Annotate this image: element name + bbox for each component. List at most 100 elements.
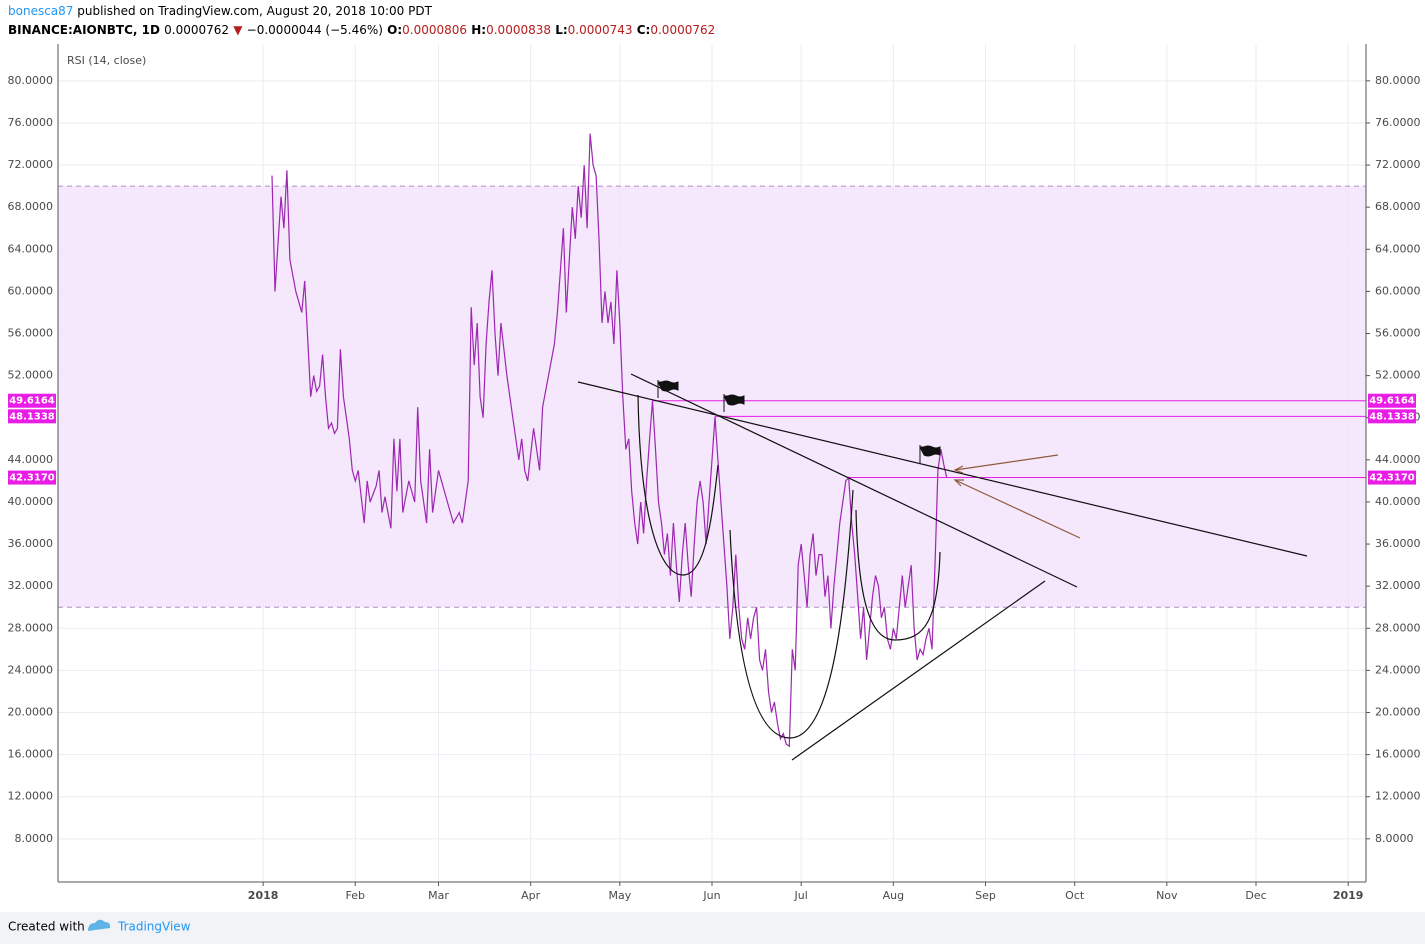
y-tick-label: 76.0000 [8,116,54,129]
y-tick-label: 44.0000 [8,453,54,466]
level-label: 49.6164 [9,396,55,407]
x-tick-label: Sep [975,889,996,902]
y-tick-label: 32.0000 [1375,579,1421,592]
y-tick-label: 52.0000 [1375,369,1421,382]
arrow [954,479,1081,539]
x-tick-label: May [608,889,631,902]
flag [723,394,745,412]
level-label: 49.6164 [1369,396,1415,407]
y-tick-label: 16.0000 [8,748,54,761]
y-tick-label: 52.0000 [8,369,54,382]
y-tick-label: 8.0000 [15,832,54,845]
y-tick-label: 20.0000 [1375,706,1421,719]
last: 0.0000762 [164,23,229,37]
o: 0.0000806 [402,23,467,37]
y-tick-label: 36.0000 [1375,537,1421,550]
y-tick-label: 12.0000 [8,790,54,803]
rsi-band [58,186,1366,608]
footer-brand: TradingView [117,920,191,934]
band-layer [58,185,1366,608]
arrow-head [953,465,964,474]
y-tick-label: 56.0000 [1375,327,1421,340]
logo [88,919,111,931]
y-tick-label: 80.0000 [1375,74,1421,87]
y-tick-label: 40.0000 [8,495,54,508]
y-tick-label: 24.0000 [1375,663,1421,676]
trend-line [791,580,1046,761]
y-tick-label: 72.0000 [8,158,54,171]
y-tick-label: 44.0000 [1375,453,1421,466]
y-tick-label: 24.0000 [8,663,54,676]
l-label: L: [555,23,567,37]
symbol: BINANCE:AIONBTC, 1D [8,23,160,37]
level-label: 48.1338 [9,411,55,422]
arrow [954,454,1059,471]
level-tag [8,393,56,408]
published: published on TradingView.com, August 20,… [77,4,432,18]
c-label: C: [637,23,651,37]
rsi-line [271,133,948,748]
arrow: ▼ [233,23,243,37]
level-label: 48.1338 [1369,411,1415,422]
x-tick-label: Feb [346,889,365,902]
y-tick-label: 60.0000 [8,284,54,297]
x-tick-label: Nov [1156,889,1178,902]
flag [919,445,941,463]
level-tag [1368,393,1416,408]
y-tick-label: 20.0000 [8,706,54,719]
y-tick-label: 28.0000 [1375,621,1421,634]
footer-created: Created with [8,920,85,934]
footer-bar [0,912,1425,944]
arrow-head [953,479,964,487]
y-tick-label: 80.0000 [8,74,54,87]
y-tick-label: 12.0000 [1375,790,1421,803]
flag [657,380,679,398]
x-tick-label: Apr [521,889,541,902]
x-tick-label: Jun [702,889,720,902]
user: bonesca87 [8,4,73,18]
drawings [577,373,1308,761]
data-layer [271,133,1366,748]
y-tick-label: 68.0000 [8,200,54,213]
y-tick-label: 8.0000 [1375,832,1414,845]
c: 0.0000762 [650,23,715,37]
x-tick-label: 2019 [1333,889,1364,902]
cup-curve [729,489,854,739]
h-label: H: [471,23,486,37]
x-tick-label: Mar [428,889,449,902]
y-tick-label: 60.0000 [1375,284,1421,297]
l: 0.0000743 [568,23,633,37]
x-tick-label: Jul [794,889,808,902]
level-label: 42.3170 [9,473,55,484]
x-tick-label: Oct [1065,889,1085,902]
y-tick-label: 40.0000 [1375,495,1421,508]
level-tag [8,470,56,485]
axes: 80.0000 80.0000 76.0000 76.0000 72.0000 72.00… [8,44,1421,902]
h: 0.0000838 [486,23,551,37]
symbol-line: BINANCE:AIONBTC, 1D 0.0000762 ▼ −0.00000… [8,23,715,37]
y-tick-label: 64.0000 [8,242,54,255]
cup-curve [637,394,719,576]
x-tick-label: Aug [883,889,904,902]
trend-line [577,381,1308,557]
y-tick-label: 72.0000 [1375,158,1421,171]
header: bonesca87 published on TradingView.com, … [8,4,433,18]
y-tick-label: 64.0000 [1375,242,1421,255]
level-tag [8,409,56,424]
y-tick-label: 68.0000 [1375,200,1421,213]
level-tag [1368,409,1416,424]
o-label: O: [387,23,402,37]
change: −0.0000044 (−5.46%) [247,23,383,37]
y-tick-label: 16.0000 [1375,748,1421,761]
cup-curve [855,509,941,641]
trend-line [630,373,1078,588]
legend: RSI (14, close) [67,54,146,67]
y-tick-label: 32.0000 [8,579,54,592]
x-tick-label: 2018 [248,889,279,902]
level-tag [1368,470,1416,485]
y-tick-label: 56.0000 [8,327,54,340]
y-tick-label: 76.0000 [1375,116,1421,129]
level-label: 42.3170 [1369,473,1415,484]
y-tick-label: 28.0000 [8,621,54,634]
